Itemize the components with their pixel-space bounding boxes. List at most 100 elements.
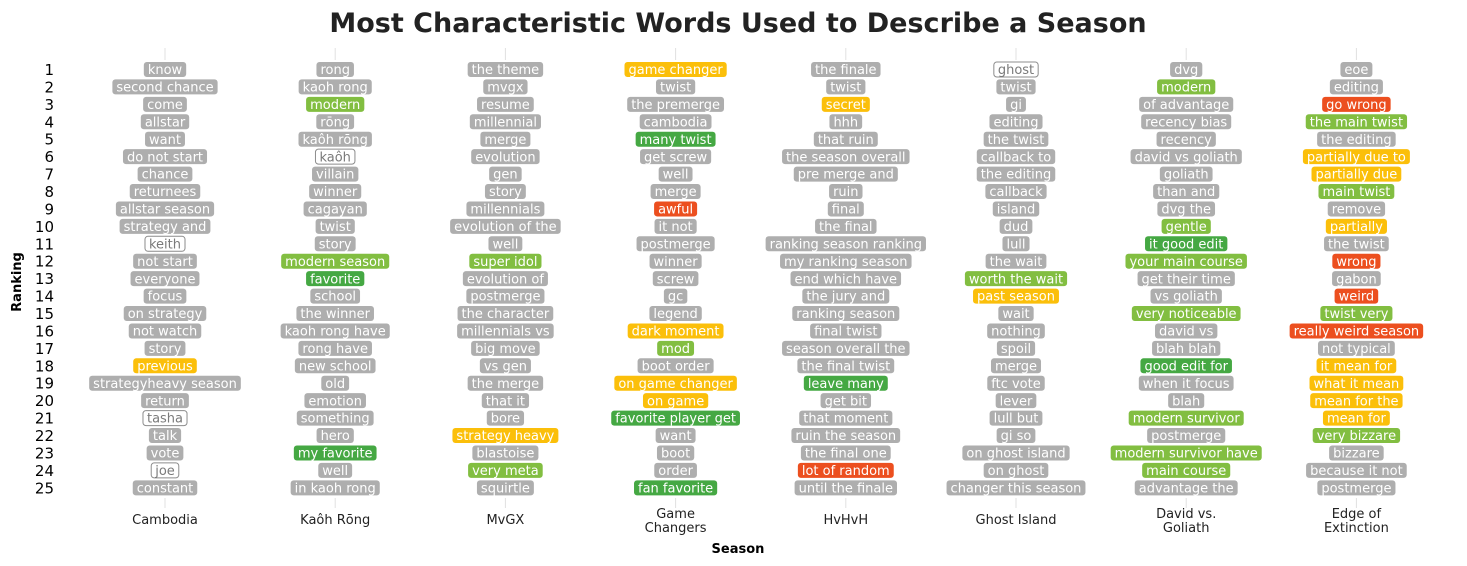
word-badge-box (457, 306, 554, 322)
word-badge: get screw (640, 149, 712, 165)
word-badge-text: dvg (1174, 63, 1198, 78)
word-badge-text: blah blah (1156, 342, 1216, 357)
word-badge-box (627, 96, 725, 112)
word-badge-text: returnees (134, 185, 197, 200)
word-badge: it good edit (1145, 236, 1228, 252)
word-badge-text: very noticeable (1136, 307, 1237, 322)
word-badge-text: it not (659, 220, 693, 235)
word-badge-text: the final twist (801, 359, 890, 374)
word-badge: blah blah (1152, 340, 1221, 357)
word-badge-text: dark moment (632, 325, 720, 340)
word-badge-box (765, 236, 926, 252)
word-badge-text: gi (1010, 98, 1022, 113)
word-badge-box (663, 288, 688, 304)
word-badge-text: lever (1000, 394, 1033, 409)
word-badge-text: my ranking season (784, 255, 908, 270)
rank-label: 2 (44, 78, 54, 96)
word-badge-box (1320, 306, 1393, 322)
word-badge-box (1170, 62, 1203, 77)
word-badge: bizzare (1329, 445, 1384, 462)
word-badge: not typical (1317, 340, 1395, 357)
rank-label: 20 (35, 392, 54, 410)
word-badge-text: partially due to (1307, 150, 1406, 165)
word-badge-text: recency (1161, 133, 1213, 148)
season-label: David vs. (1156, 507, 1216, 522)
word-badge-box (316, 114, 355, 130)
word-badge-box (1140, 358, 1232, 374)
word-badge-box (150, 462, 180, 479)
word-badge-text: the finale (815, 63, 876, 78)
word-badge-box (976, 149, 1056, 165)
rank-label: 12 (35, 253, 54, 271)
word-badge: strategyheavy season (89, 375, 241, 392)
word-badge-text: super idol (473, 255, 537, 270)
season-label: Kaôh Rōng (300, 513, 370, 528)
word-badge-box (89, 375, 241, 391)
word-badge-text: resume (481, 98, 530, 113)
word-badge: merge (650, 184, 701, 200)
word-badge-text: allstar (145, 115, 186, 130)
word-badge-box (122, 149, 208, 165)
word-badge: vote (146, 445, 184, 462)
word-badge-box (476, 480, 534, 496)
word-badge-box (793, 166, 898, 182)
word-badge-box (469, 114, 541, 130)
word-badge-box (1142, 462, 1231, 478)
word-badge: eoe (1340, 62, 1373, 78)
word-badge-text: winner (313, 185, 358, 200)
word-badge-text: that moment (803, 412, 888, 427)
word-badge-box (989, 114, 1043, 130)
word-badge-box (1152, 340, 1221, 356)
word-badge-text: legend (653, 307, 697, 322)
word-badge-text: the final one (805, 447, 887, 462)
rank-label: 19 (35, 375, 54, 393)
word-badge: merge (990, 358, 1042, 374)
word-badge-text: old (325, 377, 345, 392)
word-badge: focus (143, 288, 187, 305)
word-badge-box (471, 340, 540, 356)
word-badge-box (318, 462, 353, 478)
word-badge: school (310, 288, 361, 305)
word-badge-text: come (147, 98, 183, 113)
word-badge-box (627, 323, 724, 339)
word-badge-text: wrong (1336, 255, 1376, 270)
word-badge-text: the main twist (1310, 115, 1403, 130)
season-column: ghost twist gi editing the twist callback to t… (946, 61, 1086, 496)
word-badge-box (611, 410, 740, 426)
word-badge-text: gi so (1001, 429, 1032, 444)
word-badge: want (145, 131, 185, 148)
word-badge-box (1141, 114, 1232, 130)
word-badge-text: callback (989, 185, 1043, 200)
word-badge-text: dud (1004, 220, 1029, 235)
word-badge-text: gabon (1336, 272, 1377, 287)
word-badge-box (996, 340, 1036, 356)
word-badge: merge (480, 131, 531, 148)
word-badge: the editing (1317, 131, 1396, 148)
word-badge: ghost (993, 61, 1039, 78)
word-badge-text: eoe (1344, 63, 1368, 78)
word-badge: david vs (1155, 323, 1218, 340)
word-badge: of advantage (1139, 96, 1234, 113)
word-badge: that ruin (813, 131, 878, 148)
word-badge-text: get screw (644, 150, 707, 165)
word-badge: return (141, 393, 189, 409)
word-badge: modern season (281, 253, 390, 270)
word-badge-box (1332, 253, 1381, 269)
word-badge-text: twist (1000, 81, 1031, 96)
word-badge-text: the wait (990, 255, 1043, 270)
word-badge-text: modern survivor (1133, 412, 1241, 427)
word-badge-text: previous (137, 359, 193, 374)
word-badge: my ranking season (780, 253, 912, 270)
word-badge-box (321, 375, 350, 391)
word-badge-box (1110, 445, 1262, 461)
word-badge: strategy heavy (452, 428, 559, 444)
word-badge: until the finale (794, 480, 898, 496)
word-badge-box (306, 96, 365, 112)
word-badge-box (802, 288, 890, 304)
word-badge: allstar season (115, 201, 215, 218)
word-badge-text: want (660, 429, 692, 444)
word-badge: past season (973, 288, 1059, 305)
word-badge-text: ghost (998, 63, 1034, 78)
rank-label: 11 (35, 235, 54, 253)
word-badge-box (655, 79, 696, 95)
